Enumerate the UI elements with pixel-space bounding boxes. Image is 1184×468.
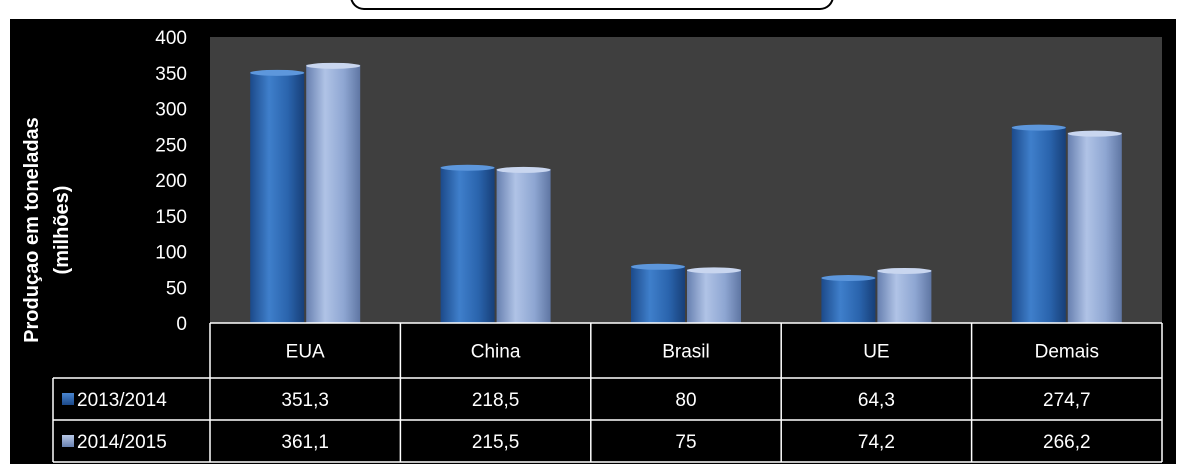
y-tick-label: 250 <box>155 135 187 156</box>
y-tick-label: 100 <box>155 243 187 264</box>
bar-top-cap <box>1011 124 1066 131</box>
bar <box>306 64 361 323</box>
bar <box>440 166 495 323</box>
data-table: EUA China Brasil UE Demais 2013/2014 351,3 218,… <box>52 322 1163 463</box>
bar <box>496 168 551 323</box>
data-value-label: 361,1 <box>281 432 329 453</box>
category-label: UE <box>863 342 889 363</box>
data-value-label: 64,3 <box>858 390 895 411</box>
bar-top-cap <box>687 267 741 274</box>
data-value-label: 274,7 <box>1043 390 1091 411</box>
bar-top-cap <box>821 275 876 282</box>
bar-top-cap <box>440 164 495 171</box>
y-axis-label: Produçao em toneladas <box>21 117 43 343</box>
bar <box>877 269 932 323</box>
legend-label: 2013/2014 <box>77 390 167 411</box>
bar <box>687 269 741 323</box>
bar-top-cap <box>496 166 551 173</box>
bar <box>1067 132 1122 323</box>
y-tick-label: 300 <box>155 100 187 121</box>
y-tick-label: 350 <box>155 64 187 85</box>
category-label: China <box>471 342 521 363</box>
legend-swatch <box>62 393 74 405</box>
y-tick-label: 200 <box>155 171 187 192</box>
data-value-label: 74,2 <box>858 432 895 453</box>
data-value-label: 351,3 <box>281 390 329 411</box>
category-label: EUA <box>286 342 325 363</box>
data-value-label: 218,5 <box>472 390 520 411</box>
bar <box>821 277 876 323</box>
category-label: Brasil <box>662 342 710 363</box>
y-tick-label: 0 <box>176 314 187 335</box>
y-tick-label: 400 <box>155 28 187 49</box>
y-tick-label: 50 <box>166 278 187 299</box>
bar-top-cap <box>306 62 361 69</box>
bars <box>250 62 1122 324</box>
y-axis-label-unit: (milhões) <box>51 186 73 275</box>
bar-top-cap <box>631 263 685 270</box>
legend-swatch <box>62 435 74 447</box>
bar-top-cap <box>1067 130 1122 137</box>
bar <box>631 265 685 323</box>
bar <box>1011 126 1066 323</box>
y-axis-ticks: 0 50 100 150 200 250 300 350 400 <box>155 28 187 335</box>
data-value-label: 266,2 <box>1043 432 1091 453</box>
data-value-label: 80 <box>675 390 696 411</box>
bar-top-cap <box>877 267 932 274</box>
plot-area <box>210 37 1162 323</box>
legend-label: 2014/2015 <box>77 432 167 453</box>
category-label: Demais <box>1035 342 1099 363</box>
y-tick-label: 150 <box>155 207 187 228</box>
bar <box>250 71 305 324</box>
bar-top-cap <box>250 69 305 76</box>
data-value-label: 75 <box>675 432 696 453</box>
data-value-label: 215,5 <box>472 432 520 453</box>
